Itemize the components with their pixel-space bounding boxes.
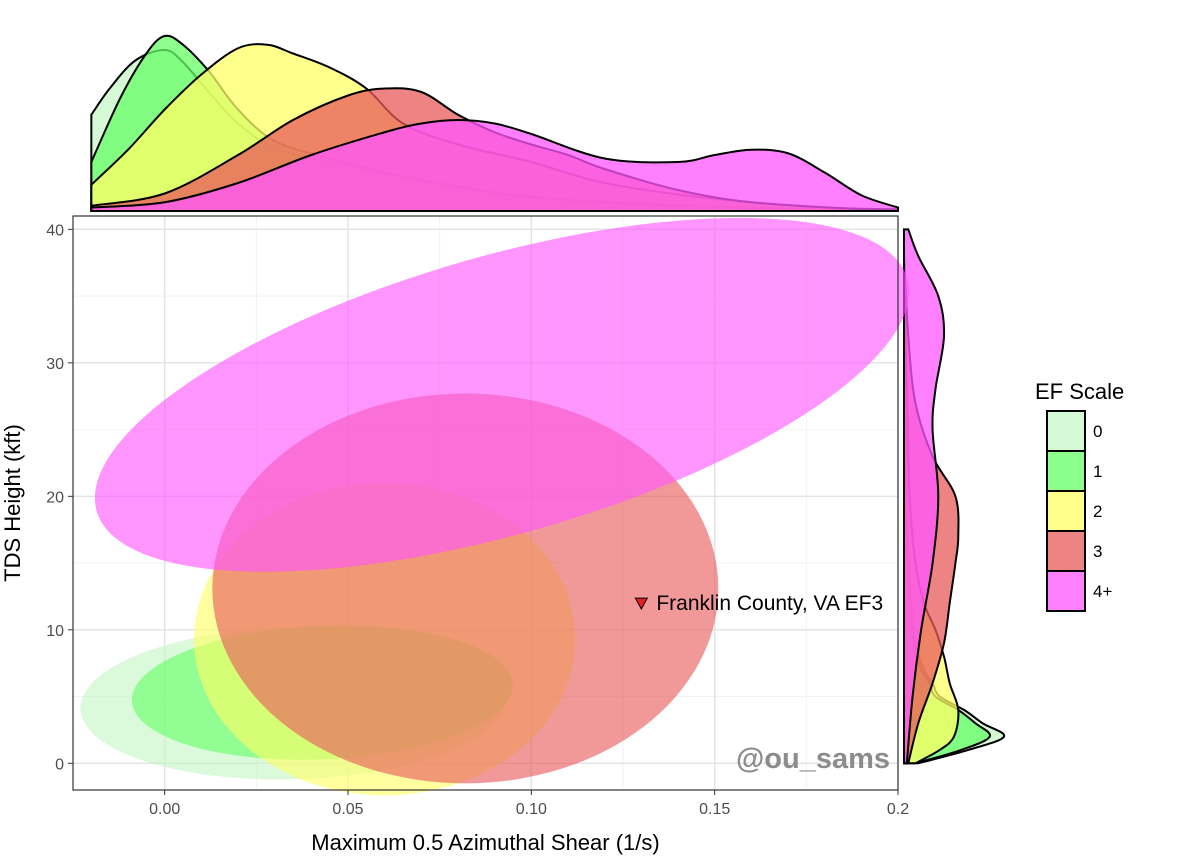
y-tick-label: 10 — [46, 623, 64, 640]
x-tick-label: 0.2 — [887, 801, 909, 818]
annotation-label: Franklin County, VA EF3 — [656, 592, 883, 615]
legend-key-ef-1 — [1046, 450, 1086, 492]
legend-key-ef-2 — [1046, 490, 1086, 532]
y-axis: 0 10 20 30 40 — [46, 222, 73, 773]
annotations-layer: Franklin County, VA EF3 — [634, 592, 883, 615]
x-axis-title: Maximum 0.5 Azimuthal Shear (1/s) — [311, 830, 659, 855]
watermark-text: @ou_sams — [736, 743, 890, 775]
y-tick-label: 20 — [46, 489, 64, 506]
legend-label-ef-2: 2 — [1093, 502, 1102, 521]
legend-label-ef-3: 3 — [1093, 542, 1102, 561]
right-density-ef-4plus — [903, 228, 946, 765]
ellipses-layer — [80, 217, 910, 796]
y-tick-label: 0 — [55, 756, 64, 773]
x-tick-label: 0.00 — [149, 801, 180, 818]
annotation-marker — [634, 597, 649, 611]
y-tick-label: 30 — [46, 356, 64, 373]
legend-key-ef-4plus — [1046, 570, 1086, 612]
x-axis: 0.00 0.05 0.10 0.15 0.2 — [149, 790, 909, 818]
legend: EF Scale 0 1 2 3 4+ — [1035, 379, 1124, 612]
y-axis-title: TDS Height (kft) — [0, 424, 25, 582]
legend-key-ef-0 — [1046, 410, 1086, 452]
x-tick-label: 0.05 — [332, 801, 363, 818]
ellipse-ef-4plus — [94, 217, 910, 572]
x-tick-label: 0.15 — [699, 801, 730, 818]
y-tick-label: 40 — [46, 222, 64, 239]
plot-border — [72, 215, 899, 791]
legend-label-ef-1: 1 — [1093, 462, 1102, 481]
legend-title: EF Scale — [1035, 379, 1124, 404]
top-marginal-density — [90, 34, 899, 212]
x-tick-label: 0.10 — [516, 801, 547, 818]
legend-label-ef-0: 0 — [1093, 422, 1102, 441]
legend-label-ef-4plus: 4+ — [1093, 582, 1112, 601]
legend-key-ef-3 — [1046, 530, 1086, 572]
top-density-ef-4plus — [90, 118, 899, 212]
right-marginal-density — [903, 228, 1006, 765]
